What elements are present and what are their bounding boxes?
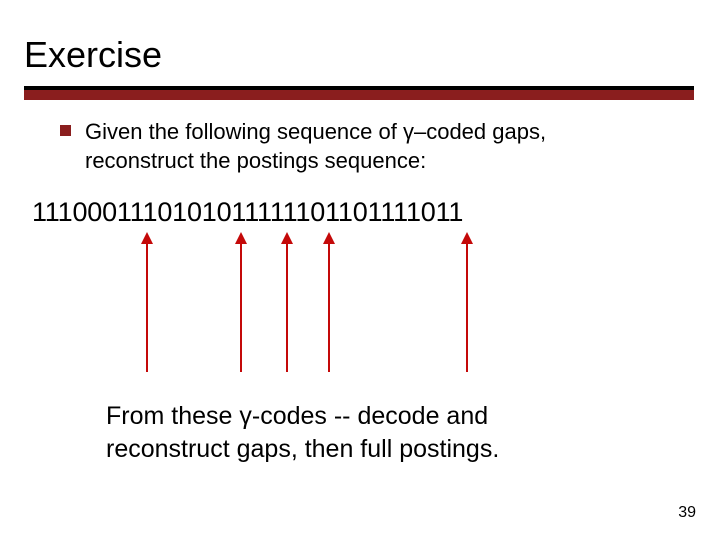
arrow-head-icon <box>281 232 293 244</box>
arrow-stem <box>286 244 288 372</box>
arrows-zone <box>32 232 660 372</box>
slide-title: Exercise <box>24 34 696 76</box>
title-block: Exercise <box>0 34 720 100</box>
conclusion-line-1: From these γ-codes -- decode and <box>106 402 488 430</box>
body-area: Given the following sequence of γ–coded … <box>0 100 720 465</box>
arrow-stem <box>240 244 242 372</box>
arrow-stem <box>328 244 330 372</box>
page-number: 39 <box>678 504 696 522</box>
conclusion-line-2: reconstruct gaps, then full postings. <box>106 435 499 463</box>
arrow-head-icon <box>461 232 473 244</box>
arrow-head-icon <box>323 232 335 244</box>
slide: Exercise Given the following sequence of… <box>0 0 720 540</box>
arrow-5 <box>466 244 468 372</box>
arrow-head-icon <box>141 232 153 244</box>
arrow-4 <box>328 244 330 372</box>
conclusion-text: From these γ-codes -- decode and reconst… <box>106 400 626 465</box>
arrow-head-icon <box>235 232 247 244</box>
arrow-stem <box>146 244 148 372</box>
arrow-stem <box>466 244 468 372</box>
bullet-text: Given the following sequence of γ–coded … <box>85 118 546 175</box>
bitstring: 1110001110101011111101101111011 <box>32 197 660 228</box>
arrow-2 <box>240 244 242 372</box>
bullet-line-2: reconstruct the postings sequence: <box>85 148 426 173</box>
bullet-item: Given the following sequence of γ–coded … <box>60 118 660 175</box>
bullet-line-1: Given the following sequence of γ–coded … <box>85 119 546 144</box>
title-underline-maroon <box>24 90 694 100</box>
arrow-3 <box>286 244 288 372</box>
arrow-1 <box>146 244 148 372</box>
bullet-square-icon <box>60 125 71 136</box>
